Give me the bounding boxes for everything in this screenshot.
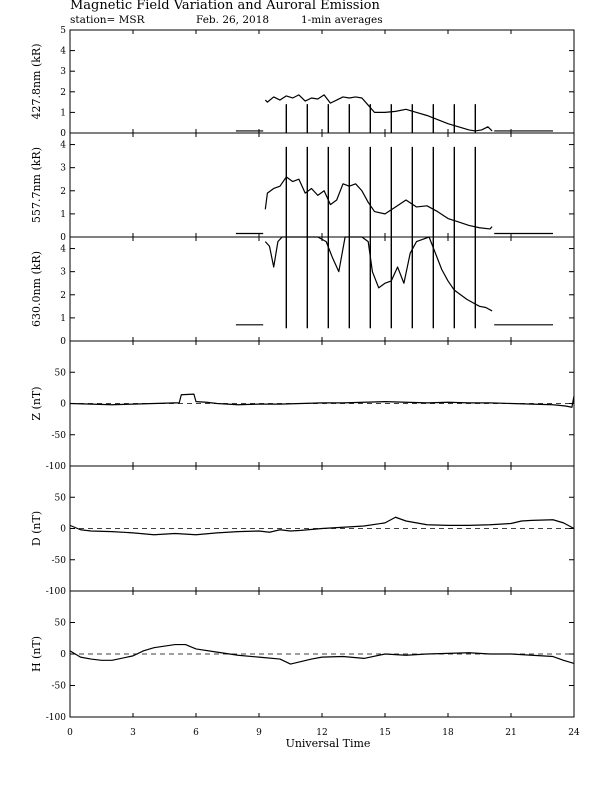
panel-p6300: 0 1 2 3 4 630.0nm (kR): [30, 236, 575, 347]
x-tick-label: 21: [505, 728, 516, 738]
y-tick-label: 4: [60, 47, 66, 57]
x-tick-label: 0: [67, 728, 73, 738]
panel-frame: [69, 132, 575, 238]
series-line-1: [264, 176, 493, 230]
y-tick-label: -100: [46, 713, 66, 723]
x-tick-label: 3: [130, 728, 136, 738]
series-line-0: [69, 643, 575, 665]
y-tick-label: 4: [60, 245, 66, 255]
y-axis-title: Z (nT): [30, 386, 43, 420]
y-tick-label: 0: [60, 337, 66, 347]
y-tick-label: 0: [60, 129, 66, 139]
y-tick-label: 0: [60, 233, 66, 243]
averaging-label: 1-min averages: [301, 14, 383, 26]
y-tick-label: 4: [60, 141, 66, 151]
y-tick-label: 2: [60, 291, 66, 301]
y-tick-label: 50: [55, 619, 67, 629]
x-tick-label: 12: [316, 728, 327, 738]
y-axis-title: 557.7nm (kR): [30, 147, 43, 223]
y-tick-label: 0: [60, 525, 66, 535]
y-tick-label: -50: [52, 431, 67, 441]
y-tick-label: 3: [60, 164, 66, 174]
y-tick-label: 1: [60, 314, 66, 324]
panel-frame: [69, 29, 575, 134]
y-tick-label: 3: [60, 268, 66, 278]
panel-pZ: -100 -50 0 50 Z (nT): [30, 340, 575, 472]
series-line-1: [264, 236, 493, 312]
y-tick-label: 3: [60, 67, 66, 77]
y-tick-label: 5: [60, 26, 66, 36]
panel-pD: -100 -50 0 50 D (nT): [30, 465, 575, 597]
y-tick-label: 0: [60, 400, 66, 410]
y-tick-label: -50: [52, 556, 67, 566]
y-tick-label: 1: [60, 108, 66, 118]
panel-p5577: 0 1 2 3 4 557.7nm (kR): [30, 132, 575, 243]
x-tick-label: 18: [442, 728, 454, 738]
x-tick-label: 15: [379, 728, 391, 738]
y-axis-title: H (nT): [30, 636, 43, 672]
y-tick-label: 2: [60, 187, 66, 197]
panel-p4278: 0 1 2 3 4 5 427.8nm (kR): [30, 26, 575, 139]
y-tick-label: -100: [46, 462, 66, 472]
y-tick-label: -50: [52, 682, 67, 692]
x-axis: 0 3 6 9 12 15 18 21 24: [67, 728, 580, 738]
x-axis-title: Universal Time: [286, 737, 371, 750]
x-tick-label: 24: [568, 728, 580, 738]
y-axis-title: D (nT): [30, 511, 43, 546]
y-tick-label: 0: [60, 650, 66, 660]
figure-title: Magnetic Field Variation and Auroral Emi…: [70, 0, 380, 13]
y-tick-label: 50: [55, 368, 67, 378]
series-line-0: [69, 393, 575, 408]
x-tick-label: 9: [256, 728, 262, 738]
y-axis-title: 427.8nm (kR): [30, 43, 43, 119]
series-line-1: [264, 94, 493, 132]
x-tick-label: 6: [193, 728, 199, 738]
panel-pH: -100 -50 0 50 H (nT): [30, 590, 575, 723]
y-tick-label: -100: [46, 587, 66, 597]
date-label: Feb. 26, 2018: [196, 14, 269, 26]
y-tick-label: 2: [60, 88, 66, 98]
series-line-0: [69, 516, 575, 536]
y-tick-label: 1: [60, 210, 66, 220]
station-label: station= MSR: [70, 14, 146, 26]
y-tick-label: 50: [55, 493, 67, 503]
y-axis-title: 630.0nm (kR): [30, 251, 43, 327]
